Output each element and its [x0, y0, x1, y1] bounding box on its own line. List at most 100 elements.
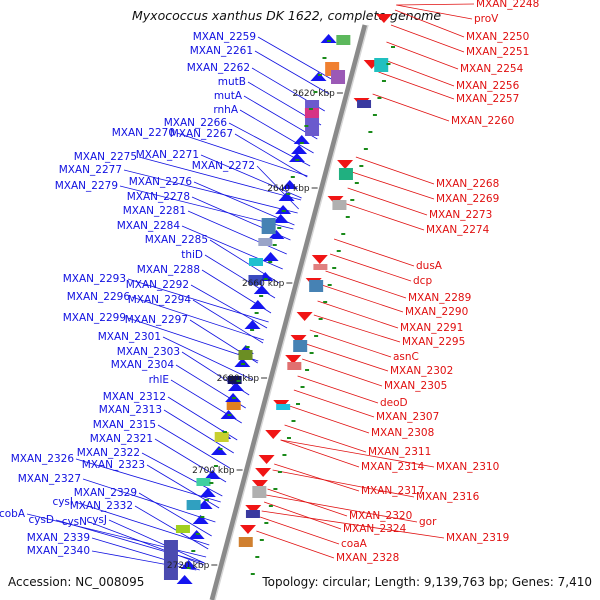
gene-label-left[interactable]: MXAN_2303	[117, 346, 180, 358]
gene-label-right[interactable]: MXAN_2308	[371, 427, 434, 439]
gene-label-left[interactable]: MXAN_2304	[111, 359, 175, 371]
gene-label-left[interactable]: MXAN_2267	[170, 128, 233, 140]
gene-label-left[interactable]: MXAN_2281	[123, 205, 186, 217]
gene-label-left[interactable]: MXAN_2284	[117, 220, 181, 232]
gene-label-right[interactable]: MXAN_2307	[376, 411, 439, 423]
track-marker-right	[363, 148, 368, 150]
gene-label-left[interactable]: MXAN_2340	[27, 545, 90, 557]
gene-label-right[interactable]: MXAN_2251	[466, 46, 529, 58]
label-connector	[321, 284, 404, 313]
track-marker-left	[227, 414, 232, 416]
label-connector	[333, 238, 415, 267]
gene-label-right[interactable]: MXAN_2316	[416, 491, 480, 503]
gene-label-right[interactable]: MXAN_2257	[456, 93, 519, 105]
gene-label-left[interactable]: MXAN_2323	[82, 459, 145, 471]
gene-label-left[interactable]: MXAN_2276	[129, 176, 193, 188]
gene-label-right[interactable]: MXAN_2324	[343, 523, 407, 535]
gene-label-left[interactable]: cysN	[62, 516, 87, 528]
gene-label-left[interactable]: MXAN_2266	[164, 117, 228, 129]
gene-label-left[interactable]: MXAN_2292	[126, 279, 189, 291]
gene-label-left[interactable]: MXAN_2275	[74, 151, 137, 163]
gene-label-left[interactable]: MXAN_2272	[192, 160, 255, 172]
gene-label-left[interactable]: MXAN_2277	[59, 164, 122, 176]
gene-label-right[interactable]: MXAN_2291	[400, 322, 463, 334]
track-marker-left	[232, 397, 237, 399]
gene-label-left[interactable]: MXAN_2315	[93, 419, 156, 431]
gene-label-left[interactable]: MXAN_2279	[55, 180, 118, 192]
gene-label-right[interactable]: MXAN_2289	[408, 292, 471, 304]
gene-label-left[interactable]: MXAN_2299	[63, 312, 126, 324]
gene-label-right[interactable]: deoD	[380, 397, 408, 409]
gene-label-left[interactable]: MXAN_2301	[98, 331, 161, 343]
gene-label-right[interactable]: MXAN_2314	[361, 461, 425, 473]
gene-label-left[interactable]: MXAN_2326	[11, 453, 75, 465]
gene-label-right[interactable]: MXAN_2269	[436, 193, 499, 205]
gene-label-left[interactable]: MXAN_2327	[18, 473, 81, 485]
gene-label-left[interactable]: MXAN_2313	[99, 404, 162, 416]
gene-label-left[interactable]: MXAN_2312	[103, 391, 166, 403]
gene-label-left[interactable]: mutA	[214, 90, 243, 102]
annotation-block	[249, 258, 264, 266]
label-connector	[289, 405, 370, 434]
gene-label-right[interactable]: MXAN_2256	[456, 80, 520, 92]
gene-label-right[interactable]: MXAN_2290	[405, 306, 468, 318]
gene-label-right[interactable]: MXAN_2311	[368, 446, 431, 458]
track-marker-right	[309, 352, 314, 354]
forward-gene-arrow	[253, 285, 270, 294]
gene-label-left[interactable]: MXAN_2285	[145, 234, 208, 246]
gene-label-right[interactable]: MXAN_2250	[466, 31, 529, 43]
gene-label-left[interactable]: cysD	[28, 514, 54, 526]
gene-label-left[interactable]: MXAN_2278	[127, 191, 190, 203]
gene-label-left[interactable]: MXAN_2294	[128, 294, 192, 306]
gene-label-right[interactable]: MXAN_2302	[390, 365, 453, 377]
gene-label-right[interactable]: MXAN_2260	[451, 115, 514, 127]
gene-label-right[interactable]: MXAN_2310	[436, 461, 499, 473]
gene-label-left[interactable]: thiD	[181, 249, 203, 261]
gene-label-left[interactable]: MXAN_2270	[112, 127, 175, 139]
gene-label-right[interactable]: MXAN_2268	[436, 178, 499, 190]
gene-label-right[interactable]: gor	[419, 516, 437, 528]
gene-label-right[interactable]: MXAN_2274	[426, 224, 490, 236]
gene-label-right[interactable]: proV	[474, 13, 499, 25]
gene-label-left[interactable]: MXAN_2297	[125, 314, 188, 326]
gene-label-left[interactable]: MXAN_2322	[77, 447, 140, 459]
gene-label-left[interactable]: MXAN_2293	[63, 273, 126, 285]
track-marker-right	[305, 369, 310, 371]
gene-label-right[interactable]: dusA	[416, 260, 443, 272]
gene-label-left[interactable]: MXAN_2271	[136, 149, 199, 161]
gene-label-left[interactable]: cysJ	[86, 514, 107, 526]
annotation-block	[163, 540, 178, 580]
gene-label-right[interactable]: dcp	[413, 275, 432, 287]
gene-label-left[interactable]: MXAN_2261	[190, 45, 253, 57]
gene-label-right[interactable]: asnC	[393, 351, 419, 363]
gene-label-right[interactable]: MXAN_2328	[336, 552, 399, 564]
gene-label-left[interactable]: MXAN_2329	[74, 487, 137, 499]
gene-label-left[interactable]: MXAN_2332	[70, 500, 133, 512]
gene-label-right[interactable]: MXAN_2254	[460, 63, 524, 75]
gene-label-left[interactable]: rhlE	[149, 374, 169, 386]
gene-label-left[interactable]: cobA	[0, 508, 26, 520]
gene-label-left[interactable]: MXAN_2321	[90, 433, 153, 445]
label-connector	[127, 317, 259, 362]
gene-label-right[interactable]: MXAN_2317	[361, 485, 424, 497]
gene-label-right[interactable]: MXAN_2248	[476, 0, 539, 10]
gene-label-left[interactable]: MXAN_2288	[137, 264, 200, 276]
gene-label-right[interactable]: MXAN_2320	[349, 510, 412, 522]
gene-label-left[interactable]: rnhA	[213, 104, 238, 116]
gene-label-right[interactable]: MXAN_2295	[402, 336, 465, 348]
label-connector	[163, 409, 234, 454]
gene-label-right[interactable]: MXAN_2273	[429, 209, 492, 221]
annotation-block	[258, 238, 273, 246]
gene-label-right[interactable]: MXAN_2305	[384, 380, 447, 392]
gene-label-left[interactable]: cysI	[52, 496, 73, 508]
gene-label-left[interactable]: MXAN_2262	[187, 62, 250, 74]
gene-label-left[interactable]: mutB	[218, 76, 246, 88]
gene-label-left[interactable]: MXAN_2259	[193, 31, 256, 43]
annotation-block	[214, 432, 229, 442]
label-connector	[305, 343, 389, 372]
annotation-block	[332, 200, 347, 210]
gene-label-right[interactable]: coaA	[341, 538, 368, 550]
gene-label-right[interactable]: MXAN_2319	[446, 532, 509, 544]
gene-label-left[interactable]: MXAN_2296	[67, 291, 131, 303]
gene-label-left[interactable]: MXAN_2339	[27, 532, 90, 544]
